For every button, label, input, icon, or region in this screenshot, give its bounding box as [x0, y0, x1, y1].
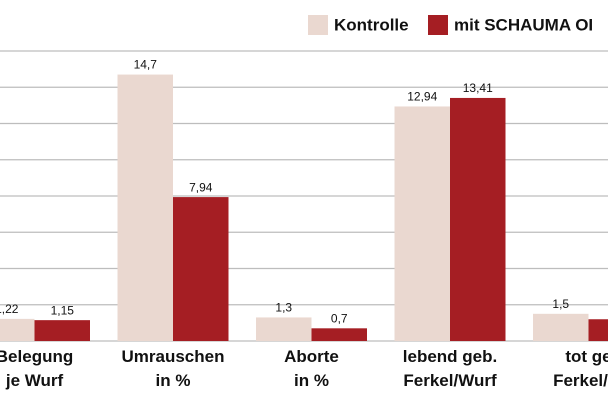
bar	[588, 319, 608, 341]
bar	[311, 328, 367, 341]
value-label: 14,7	[134, 58, 158, 72]
x-tick-label: Aborte in %	[284, 347, 339, 390]
legend-swatch	[428, 15, 448, 35]
legend-label: mit SCHAUMA OI	[454, 15, 593, 34]
bar	[0, 318, 35, 341]
bar	[394, 106, 450, 342]
value-label: 12,94	[407, 90, 437, 104]
x-tick-label: Umrauschen in %	[122, 347, 225, 390]
bar	[117, 74, 173, 341]
bar	[450, 97, 506, 341]
x-tick-label: Belegung je Wurf	[0, 347, 73, 390]
value-label: 1,3	[275, 301, 292, 315]
bar	[173, 197, 229, 341]
legend-swatch	[308, 15, 328, 35]
x-tick-label: lebend geb. Ferkel/Wurf	[403, 347, 497, 390]
value-label: 13,41	[463, 81, 493, 95]
value-label: 7,94	[189, 180, 213, 194]
value-label: 1,22	[0, 302, 19, 316]
value-label: 1,15	[51, 303, 75, 317]
legend-label: Kontrolle	[334, 15, 409, 34]
bar	[256, 317, 312, 341]
bar	[34, 320, 90, 341]
bar	[533, 313, 589, 341]
value-label: 0,7	[331, 311, 348, 325]
value-label: 1,5	[552, 297, 569, 311]
